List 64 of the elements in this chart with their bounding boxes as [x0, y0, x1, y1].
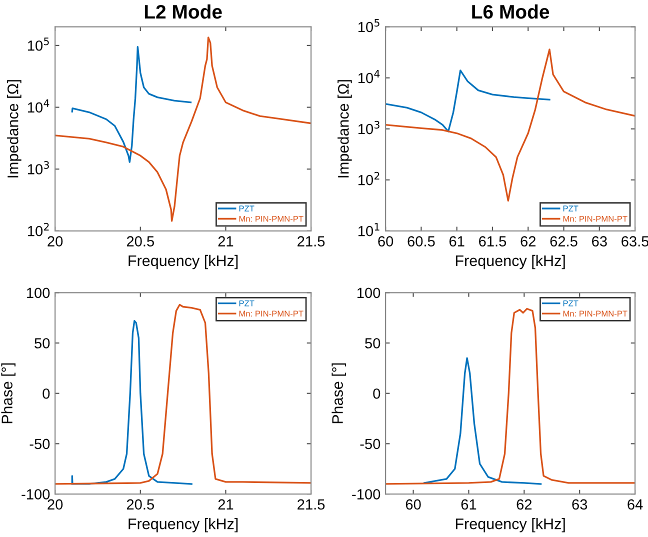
- text: PZT: [563, 300, 578, 306]
- y-tick-label: 10$^{1}$: [358, 223, 380, 236]
- x-tick-label: 21: [218, 499, 234, 510]
- y-tick-label: 100: [27, 288, 50, 298]
- x-tick-label: 20: [48, 236, 63, 246]
- y-tick-label: 0: [42, 388, 50, 399]
- line-series: [386, 308, 636, 485]
- text: PZT: [239, 300, 254, 306]
- y-axis-title: Impedance [Ω]: [338, 80, 352, 178]
- x-tick-label: 63: [572, 499, 588, 510]
- text: Mn: PIN-PMN-PT: [563, 310, 628, 316]
- x-tick-label: 62: [520, 236, 536, 246]
- y-tick-label: 10$^{5}$: [28, 38, 49, 51]
- line-series: [386, 70, 550, 132]
- y-tick-label: 100: [357, 288, 380, 298]
- x-tick-label: 62.5: [550, 236, 578, 246]
- line-series: [71, 46, 192, 163]
- y-tick-label: -50: [360, 438, 380, 450]
- line-series: [386, 48, 636, 202]
- y-tick-label: 10$^{2}$: [28, 222, 49, 236]
- x-tick-label: 61: [449, 236, 464, 246]
- x-tick-label: 21.5: [298, 499, 325, 510]
- y-tick-label: 10$^{3}$: [358, 120, 380, 134]
- x-tick-label: 21: [218, 236, 234, 246]
- y-tick-label: 10$^{4}$: [358, 70, 380, 84]
- text: Mn: PIN-PMN-PT: [239, 310, 304, 316]
- line-series: [71, 320, 192, 485]
- y-axis-title: Impedance [Ω]: [7, 80, 22, 178]
- x-tick-label: 60.5: [408, 236, 435, 246]
- legend-label: PZT: [563, 206, 578, 212]
- x-axis-title: Frequency [kHz]: [128, 518, 238, 532]
- y-axis-title: Phase [°]: [332, 363, 346, 424]
- y-tick-label: 10$^{4}$: [28, 99, 50, 113]
- chart-title: L6 Mode: [472, 4, 550, 19]
- y-tick-label: 10$^{3}$: [28, 161, 49, 174]
- x-tick-label: 61.5: [479, 236, 506, 246]
- y-tick-label: 50: [365, 338, 380, 348]
- x-tick-label: 60: [406, 499, 421, 510]
- y-axis-title: Phase [°]: [1, 363, 16, 424]
- x-axis-title: Frequency [kHz]: [456, 254, 565, 270]
- x-tick-label: 20.5: [126, 499, 154, 510]
- y-tick-label: 50: [34, 338, 50, 348]
- line-series: [55, 36, 312, 222]
- x-tick-label: 21.5: [298, 236, 325, 246]
- y-tick-label: 0: [373, 388, 380, 399]
- x-axis-title: Frequency [kHz]: [128, 254, 238, 270]
- legend-label: PZT: [239, 206, 254, 212]
- x-tick-label: 62: [516, 499, 532, 510]
- x-tick-label: 20.5: [126, 236, 154, 246]
- line-series: [424, 357, 542, 485]
- x-tick-label: 20: [48, 499, 63, 510]
- x-tick-label: 61: [461, 499, 476, 510]
- x-tick-label: 63: [592, 236, 607, 246]
- x-tick-label: 64: [628, 499, 643, 510]
- y-tick-label: -50: [30, 438, 50, 450]
- y-tick-label: -100: [352, 489, 380, 500]
- y-tick-label: 10$^{5}$: [358, 19, 380, 32]
- x-tick-label: 60: [378, 236, 394, 246]
- legend-label: Mn: PIN-PMN-PT: [239, 216, 304, 222]
- legend-label: Mn: PIN-PMN-PT: [563, 216, 628, 222]
- chart-title: L2 Mode: [144, 4, 222, 19]
- y-tick-label: 10$^{2}$: [358, 172, 380, 186]
- y-tick-label: -100: [22, 489, 50, 500]
- x-axis-title: Frequency [kHz]: [456, 518, 565, 532]
